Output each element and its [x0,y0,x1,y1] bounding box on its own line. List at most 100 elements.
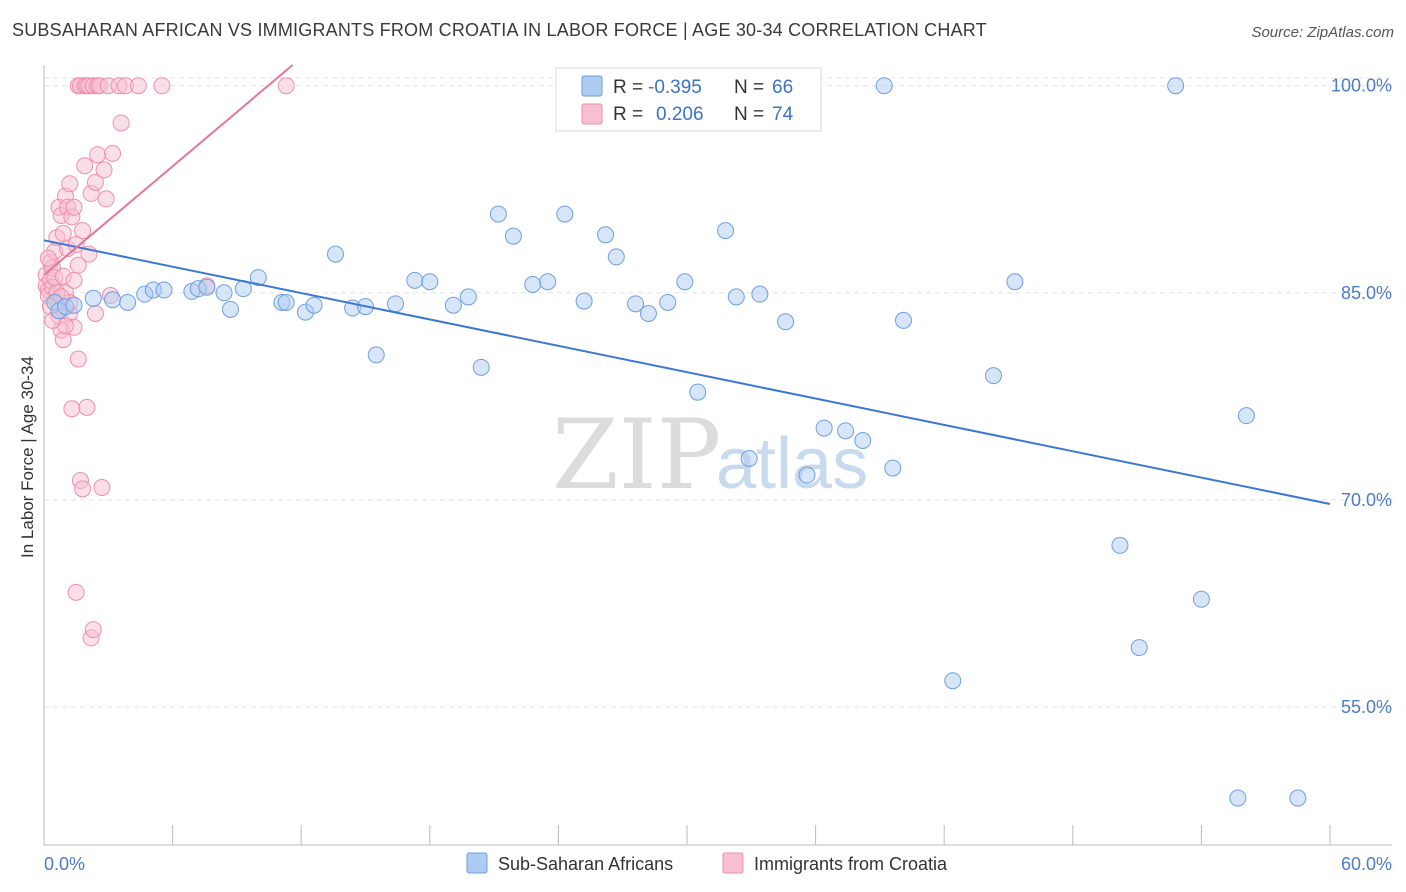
subsaharan-point-40 [639,304,657,322]
chart-title: SUBSAHARAN AFRICAN VS IMMIGRANTS FROM CR… [12,20,987,40]
croatia-point-58 [112,114,130,132]
croatia-point-49 [89,146,107,164]
subsaharan-point-16 [249,269,267,287]
legend-swatch-blue [581,75,603,97]
trend-lines [43,64,1331,505]
y-tick-label-0: 55.0% [1341,697,1392,717]
grid [44,77,1392,708]
subsaharan-point-51 [815,419,833,437]
subsaharan-point-6 [119,293,137,311]
subsaharan-point-5 [104,291,122,309]
croatia-point-34 [74,222,92,240]
subsaharan-point-24 [367,346,385,364]
croatia-point-37 [76,157,94,175]
croatia-point-71 [69,256,87,274]
subsaharan-point-62 [1192,590,1210,608]
croatia-point-47 [86,304,104,322]
subsaharan-point-65 [1229,789,1247,807]
subsaharan-point-38 [607,248,625,266]
subsaharan-point-13 [215,284,233,302]
subsaharan-point-50 [798,466,816,484]
subsaharan-point-39 [627,295,645,313]
series-legend: Sub-Saharan Africans Immigrants from Cro… [466,852,948,874]
watermark-zip: ZIP [552,399,721,511]
croatia-point-51 [93,478,111,496]
subsaharan-point-36 [575,292,593,310]
subsaharan-point-57 [984,367,1002,385]
legend-r-value-blue: -0.395 [648,77,702,98]
subsaharan-point-21 [326,245,344,263]
subsaharan-point-20 [305,296,323,314]
y-tick-label-3: 100.0% [1331,76,1392,96]
subsaharan-point-43 [689,383,707,401]
subsaharan-point-32 [504,227,522,245]
subsaharan-point-44 [717,222,735,240]
subsaharan-point-47 [751,285,769,303]
subsaharan-point-33 [524,276,542,294]
subsaharan-point-37 [597,226,615,244]
series-croatia-points [37,77,295,647]
y-tick-label-1: 70.0% [1341,490,1392,510]
croatia-point-45 [84,621,102,639]
croatia-point-17 [54,224,72,242]
legend-r-value-pink: 0.206 [656,104,704,125]
subsaharan-point-9 [155,281,173,299]
subsaharan-point-14 [221,300,239,318]
subsaharan-point-25 [387,295,405,313]
subsaharan-point-63 [1237,407,1255,425]
subsaharan-point-29 [459,288,477,306]
subsaharan-point-59 [1111,536,1129,554]
subsaharan-point-18 [277,293,295,311]
croatia-point-64 [39,249,57,267]
legend-n-label-blue: N = [734,77,764,98]
croatia-point-60 [129,77,147,95]
croatia-point-29 [67,583,85,601]
subsaharan-point-56 [894,311,912,329]
subsaharan-point-52 [837,422,855,440]
subsaharan-point-41 [659,293,677,311]
subsaharan-point-12 [198,278,216,296]
x-tick-label-0: 0.0% [44,854,85,874]
croatia-point-56 [104,144,122,162]
subsaharan-point-49 [777,313,795,331]
y-tick-label-2: 85.0% [1341,283,1392,303]
subsaharan-point-26 [406,271,424,289]
series-legend-swatch-pink [722,852,744,874]
subsaharan-point-60 [1130,639,1148,657]
subsaharan-point-30 [472,358,490,376]
legend-r-label-pink: R = [613,104,643,125]
subsaharan-point-61 [1167,77,1185,95]
subsaharan-point-3 [65,296,83,314]
y-tick-labels: 55.0% 70.0% 85.0% 100.0% [1331,76,1392,717]
croatia-point-52 [95,161,113,179]
croatia-point-31 [69,350,87,368]
subsaharan-point-35 [556,205,574,223]
croatia-point-53 [97,190,115,208]
croatia-point-25 [63,400,81,418]
subsaharan-point-53 [854,432,872,450]
subsaharan-point-31 [489,205,507,223]
legend-n-label-pink: N = [734,104,764,125]
trend-line-croatia [43,64,294,276]
axes [43,65,1392,846]
croatia-point-46 [86,173,104,191]
legend-swatch-pink [581,103,603,125]
croatia-point-70 [65,271,83,289]
series-legend-label-blue: Sub-Saharan Africans [498,854,673,874]
watermark: ZIP atlas [552,399,868,511]
series-legend-label-pink: Immigrants from Croatia [754,854,948,874]
croatia-point-35 [74,480,92,498]
croatia-point-61 [153,77,171,95]
series-subsaharan-points [46,77,1307,807]
subsaharan-point-34 [539,273,557,291]
subsaharan-point-46 [740,449,758,467]
legend-n-value-pink: 74 [772,104,794,125]
subsaharan-point-64 [944,672,962,690]
series-legend-swatch-blue [466,852,488,874]
subsaharan-point-27 [421,273,439,291]
subsaharan-point-66 [1289,789,1307,807]
stats-legend: R = -0.395 N = 66 R = 0.206 N = 74 [555,67,822,132]
subsaharan-point-4 [84,289,102,307]
subsaharan-point-28 [444,296,462,314]
subsaharan-point-45 [727,288,745,306]
